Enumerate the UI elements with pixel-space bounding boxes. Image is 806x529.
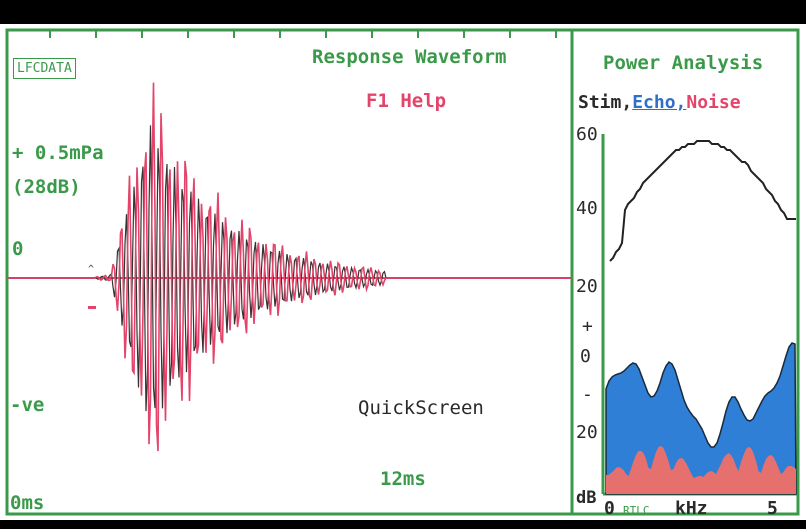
power-x-end: 5 [767, 498, 778, 519]
amplitude-bottom-label: -ve [10, 394, 45, 416]
legend-stim: Stim, [578, 92, 633, 113]
power-legend: Stim,Echo,Noise [578, 92, 741, 113]
otoacoustic-screen: ^ LFCDATA Response Waveform F1 Help + 0.… [0, 24, 806, 520]
power-x-start: 0 [604, 498, 615, 519]
quickscreen-mode-label: QuickScreen [358, 397, 484, 419]
power-x-logo: RTLC [623, 504, 650, 517]
window-marker [88, 306, 96, 309]
power-y-tick-40: 40 [576, 198, 598, 219]
power-y-tick-0: 0 [580, 346, 591, 367]
stimulus-waveform [8, 82, 572, 452]
noise-spectrum [606, 446, 796, 494]
zero-label: 0 [12, 238, 24, 260]
power-y-tick-minus: - [582, 384, 593, 405]
power-y-unit: dB [576, 488, 597, 508]
legend-echo: Echo, [632, 92, 687, 113]
power-y-tick-20: 20 [576, 276, 598, 297]
legend-noise: Noise [686, 92, 741, 113]
lfcdata-badge: LFCDATA [13, 58, 76, 79]
top-tick-marks [49, 30, 557, 38]
stim-start-marker: ^ [88, 264, 94, 275]
time-end-label: 12ms [380, 468, 426, 490]
screen-graphics: ^ [5, 28, 800, 516]
time-start-label: 0ms [10, 492, 45, 514]
help-hint[interactable]: F1 Help [366, 90, 447, 112]
power-y-tick-60: 60 [576, 124, 598, 145]
amplitude-db-label: (28dB) [12, 176, 81, 198]
power-y-tick-neg20: 20 [576, 422, 598, 443]
waveform-title: Response Waveform [312, 46, 507, 68]
power-x-unit: kHz [675, 498, 708, 519]
power-title: Power Analysis [603, 52, 764, 74]
power-y-tick-plus: + [582, 316, 593, 337]
power-panel-frame [570, 28, 800, 516]
stimulus-spectrum [609, 140, 796, 262]
amplitude-top-label: + 0.5mPa [12, 142, 104, 164]
